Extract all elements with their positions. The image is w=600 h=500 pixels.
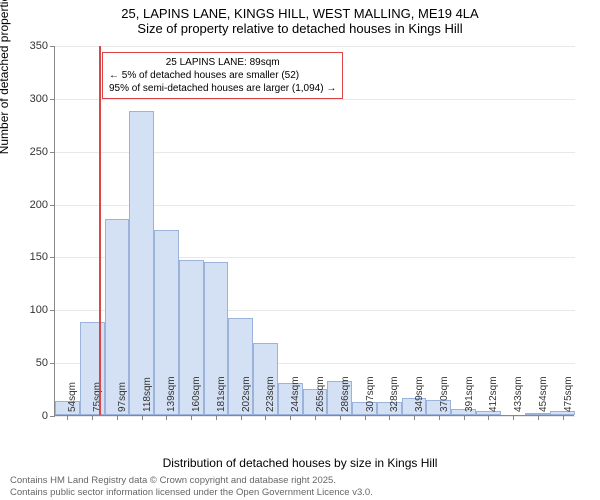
xtick-mark <box>389 415 390 420</box>
xtick-label: 433sqm <box>513 376 524 412</box>
x-axis-label: Distribution of detached houses by size … <box>0 456 600 470</box>
footer: Contains HM Land Registry data © Crown c… <box>10 475 373 498</box>
ytick-mark <box>50 152 55 153</box>
xtick-label: 202sqm <box>241 376 252 412</box>
chart-area: 05010015020025030035054sqm75sqm97sqm118s… <box>54 46 574 416</box>
xtick-mark <box>117 415 118 420</box>
xtick-mark <box>563 415 564 420</box>
ytick-mark <box>50 363 55 364</box>
xtick-mark <box>67 415 68 420</box>
ytick-mark <box>50 46 55 47</box>
info-line-3: 95% of semi-detached houses are larger (… <box>109 82 336 95</box>
xtick-mark <box>513 415 514 420</box>
info-line-2: ← 5% of detached houses are smaller (52) <box>109 69 336 82</box>
xtick-label: 475sqm <box>563 376 574 412</box>
ytick-label: 0 <box>8 410 48 422</box>
ytick-mark <box>50 310 55 311</box>
xtick-label: 75sqm <box>92 382 103 412</box>
xtick-label: 160sqm <box>191 376 202 412</box>
ytick-label: 50 <box>8 357 48 369</box>
xtick-mark <box>340 415 341 420</box>
xtick-mark <box>365 415 366 420</box>
xtick-mark <box>265 415 266 420</box>
xtick-label: 244sqm <box>290 376 301 412</box>
info-line-1: 25 LAPINS LANE: 89sqm <box>109 56 336 69</box>
xtick-label: 223sqm <box>265 376 276 412</box>
xtick-mark <box>538 415 539 420</box>
xtick-mark <box>166 415 167 420</box>
xtick-label: 265sqm <box>315 376 326 412</box>
xtick-label: 181sqm <box>216 376 227 412</box>
xtick-mark <box>191 415 192 420</box>
xtick-label: 97sqm <box>117 382 128 412</box>
xtick-mark <box>315 415 316 420</box>
xtick-mark <box>142 415 143 420</box>
histogram-bar <box>129 111 154 415</box>
ytick-mark <box>50 99 55 100</box>
xtick-label: 286sqm <box>340 376 351 412</box>
marker-info-box: 25 LAPINS LANE: 89sqm ← 5% of detached h… <box>102 52 343 99</box>
xtick-mark <box>241 415 242 420</box>
page-title: 25, LAPINS LANE, KINGS HILL, WEST MALLIN… <box>0 0 600 21</box>
xtick-mark <box>414 415 415 420</box>
xtick-label: 370sqm <box>439 376 450 412</box>
xtick-mark <box>464 415 465 420</box>
xtick-label: 118sqm <box>142 377 153 412</box>
xtick-mark <box>216 415 217 420</box>
xtick-mark <box>439 415 440 420</box>
xtick-label: 412sqm <box>488 376 499 412</box>
ytick-mark <box>50 416 55 417</box>
xtick-mark <box>92 415 93 420</box>
plot-region: 05010015020025030035054sqm75sqm97sqm118s… <box>54 46 574 416</box>
xtick-mark <box>488 415 489 420</box>
ytick-label: 300 <box>8 93 48 105</box>
y-axis-label: Number of detached properties <box>0 0 11 154</box>
ytick-label: 350 <box>8 40 48 52</box>
footer-line-1: Contains HM Land Registry data © Crown c… <box>10 475 373 486</box>
ytick-label: 150 <box>8 251 48 263</box>
xtick-label: 454sqm <box>538 376 549 412</box>
page-subtitle: Size of property relative to detached ho… <box>0 21 600 40</box>
ytick-label: 250 <box>8 146 48 158</box>
xtick-label: 349sqm <box>414 376 425 412</box>
ytick-label: 200 <box>8 199 48 211</box>
xtick-label: 54sqm <box>67 382 78 412</box>
marker-line <box>99 46 101 415</box>
footer-line-2: Contains public sector information licen… <box>10 487 373 498</box>
ytick-mark <box>50 257 55 258</box>
gridline <box>55 46 575 47</box>
xtick-label: 391sqm <box>464 376 475 412</box>
xtick-label: 328sqm <box>389 376 400 412</box>
ytick-mark <box>50 205 55 206</box>
xtick-label: 307sqm <box>365 376 376 412</box>
xtick-label: 139sqm <box>166 376 177 412</box>
ytick-label: 100 <box>8 304 48 316</box>
xtick-mark <box>290 415 291 420</box>
